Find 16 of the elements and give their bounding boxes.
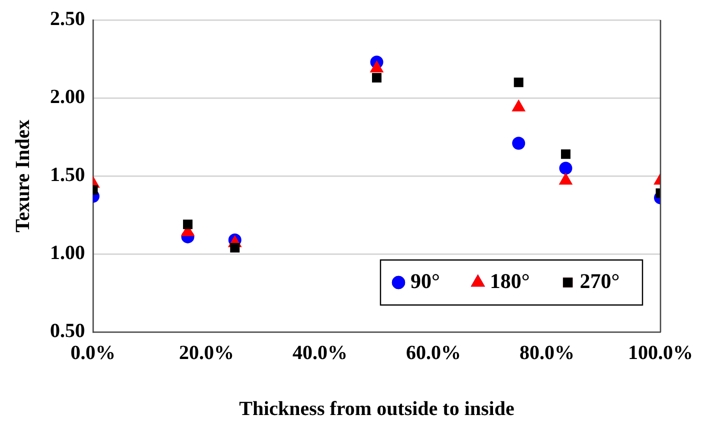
x-tick-label: 0.0%: [70, 342, 116, 364]
legend-label: 90°: [410, 268, 440, 293]
x-tick-label: 20.0%: [179, 342, 234, 364]
x-tick-label: 40.0%: [292, 342, 348, 364]
y-tick-label: 0.50: [50, 320, 85, 342]
y-tick-label: 1.50: [50, 164, 85, 186]
y-axis-title: Texure Index: [12, 120, 34, 232]
legend-label: 270°: [580, 268, 620, 293]
x-tick-label: 100.0%: [628, 342, 693, 364]
x-tick-label: 80.0%: [520, 342, 574, 364]
x-axis-title: Thickness from outside to inside: [239, 398, 514, 420]
x-tick-label: 60.0%: [406, 342, 461, 364]
y-tick-label: 1.00: [50, 242, 85, 264]
legend-label: 180°: [490, 268, 530, 293]
y-tick-label: 2.00: [50, 86, 85, 108]
y-tick-label: 2.50: [50, 8, 85, 30]
